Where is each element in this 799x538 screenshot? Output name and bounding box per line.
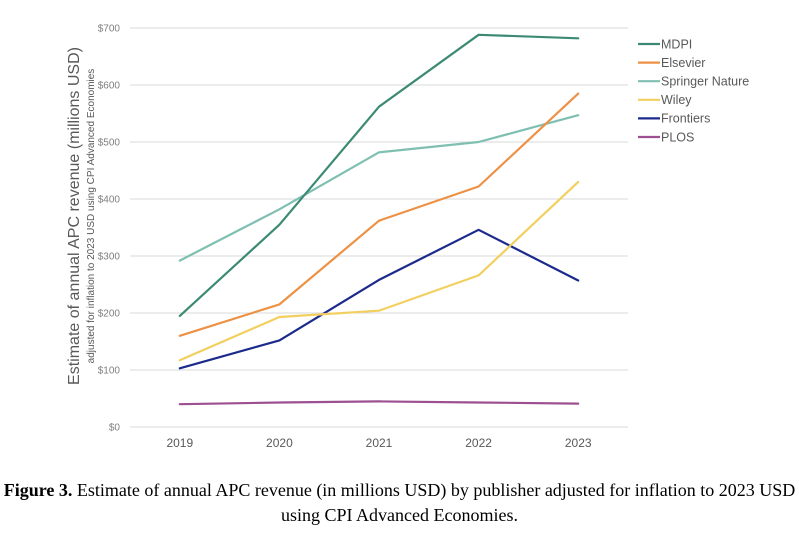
series-line-springer-nature (178, 114, 580, 262)
y-tick-label: $300 (98, 252, 121, 263)
y-axis-label: Estimate of annual APC revenue (millions… (66, 47, 83, 385)
series-lines (178, 33, 580, 406)
legend-label: Wiley (661, 93, 692, 107)
legend-label: Springer Nature (661, 75, 749, 89)
series-line-mdpi (178, 33, 580, 317)
y-tick-label: $200 (98, 309, 121, 320)
series-line-plos (178, 400, 580, 406)
chart-container: $0 $100 $200 $300 $400 $500 $600 $700 2019 2020 2… (66, 24, 749, 451)
y-tick-label: $600 (98, 81, 121, 92)
series-line-frontiers (178, 228, 580, 370)
legend-label: PLOS (661, 130, 694, 144)
x-tick-label: 2022 (465, 436, 492, 450)
y-axis-sublabel: adjusted for inflation to 2023 USD using… (86, 69, 97, 364)
caption-text: Estimate of annual APC revenue (in milli… (72, 480, 796, 525)
y-tick-label: $0 (109, 423, 121, 434)
y-tick-label: $500 (98, 138, 121, 149)
y-tick-label: $400 (98, 195, 121, 206)
caption-label: Figure 3. (3, 480, 73, 500)
x-tick-labels: 2019 2020 2021 2022 2023 (166, 436, 591, 450)
legend-label: Frontiers (661, 112, 710, 126)
y-tick-label: $100 (98, 366, 121, 377)
figure-caption: Figure 3. Estimate of annual APC revenue… (0, 478, 799, 528)
gridlines (130, 27, 628, 428)
y-tick-label: $700 (98, 24, 121, 35)
series-line-wiley (178, 180, 580, 362)
x-tick-label: 2019 (166, 436, 193, 450)
legend-label: Elsevier (661, 56, 705, 70)
x-tick-label: 2020 (266, 436, 293, 450)
legend: MDPI Elsevier Springer Nature Wiley Frontier… (638, 37, 749, 144)
line-chart: $0$100$200$300$400$500$600$700 2019 2020 2… (66, 24, 749, 451)
series-line-elsevier (178, 92, 580, 337)
x-tick-label: 2021 (366, 436, 393, 450)
y-tick-labels: $0 $100 $200 $300 $400 $500 $600 $700 (98, 24, 121, 434)
legend-label: MDPI (661, 37, 692, 51)
x-tick-label: 2023 (565, 436, 592, 450)
